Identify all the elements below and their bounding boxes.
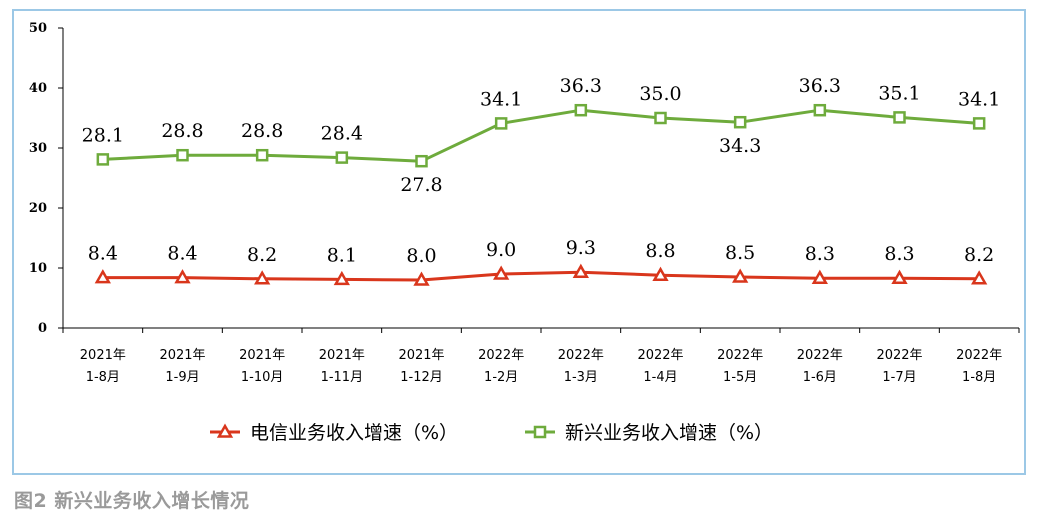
- x-tick-label-period: 1-4月: [643, 370, 677, 385]
- data-point: [335, 151, 349, 164]
- data-point: [972, 117, 986, 130]
- data-point: [733, 115, 747, 129]
- y-tick-label: 50: [29, 21, 47, 36]
- data-label: 8.3: [805, 243, 835, 265]
- series-line: [102, 270, 980, 282]
- data-label: 36.3: [799, 75, 841, 97]
- chart-legend: 电信业务收入增速（%） 新兴业务收入增速（%）: [210, 422, 773, 444]
- y-tick-label: 30: [29, 141, 47, 156]
- data-point: [94, 269, 111, 284]
- data-point: [413, 271, 430, 286]
- data-point: [654, 111, 667, 125]
- x-tick-label-year: 2022年: [797, 348, 843, 363]
- data-point: [415, 154, 428, 168]
- data-point: [572, 263, 589, 278]
- x-tick-label-year: 2022年: [956, 348, 1002, 363]
- data-label: 8.2: [247, 244, 277, 266]
- y-tick-label: 40: [29, 81, 47, 96]
- x-tick-label-period: 1-3月: [564, 370, 598, 385]
- figure-caption: 图2 新兴业务收入增长情况: [14, 490, 250, 512]
- data-point: [493, 265, 510, 280]
- data-point: [893, 111, 906, 124]
- x-tick-label-period: 1-8月: [962, 370, 996, 385]
- data-point: [494, 117, 508, 130]
- y-tick-label: 20: [29, 201, 47, 216]
- x-tick-label-year: 2022年: [558, 348, 604, 363]
- data-point: [811, 269, 828, 284]
- data-label: 28.1: [82, 124, 124, 146]
- data-point: [333, 270, 350, 286]
- data-point: [813, 103, 827, 117]
- data-label: 35.0: [639, 83, 681, 105]
- x-tick-label-period: 1-5月: [723, 370, 757, 385]
- data-label: 36.3: [560, 75, 602, 97]
- square-marker-icon: [533, 425, 547, 439]
- data-label: 35.1: [878, 82, 920, 104]
- x-tick-label-period: 1-2月: [484, 370, 518, 385]
- series-emerging: 28.1 28.8 28.8 28.4 27.8 34.1 36.3 35.0 34.3 36.3…: [82, 75, 1001, 196]
- triangle-marker-icon: [216, 423, 234, 438]
- data-point: [176, 148, 189, 162]
- data-label: 8.1: [327, 244, 357, 266]
- series-layer: 8.4 8.4 8.2 8.1 8.0 9.0 9.3 8.8 8.5 8.3 8.3 8.2 28.1…: [82, 75, 1001, 286]
- data-label: 28.8: [241, 120, 283, 142]
- x-tick-label-period: 1-6月: [803, 370, 837, 385]
- data-point: [96, 153, 110, 166]
- x-tick-label-year: 2021年: [159, 348, 205, 363]
- x-tick-label-period: 1-11月: [321, 370, 364, 385]
- legend-item-emerging: 新兴业务收入增速（%）: [525, 422, 773, 444]
- x-tick-label-year: 2021年: [80, 348, 126, 363]
- x-tick-label-year: 2021年: [398, 348, 444, 363]
- data-label: 8.8: [645, 240, 675, 262]
- data-label: 8.2: [964, 244, 994, 266]
- data-point: [971, 270, 988, 285]
- data-label: 8.4: [88, 243, 118, 265]
- data-label: 8.5: [725, 242, 755, 264]
- data-label: 28.8: [161, 120, 203, 142]
- series-line: [102, 108, 980, 163]
- x-tick-label-period: 1-10月: [241, 370, 284, 385]
- data-point: [652, 266, 669, 281]
- data-point: [255, 148, 269, 162]
- data-label: 34.1: [480, 88, 522, 110]
- x-tick-label-period: 1-8月: [86, 370, 120, 385]
- series-telecom: 8.4 8.4 8.2 8.1 8.0 9.0 9.3 8.8 8.5 8.3 8.3 8.2: [88, 237, 994, 286]
- x-tick-label-period: 1-9月: [165, 370, 199, 385]
- chart-frame: [12, 9, 1026, 475]
- x-tick-label-year: 2022年: [637, 348, 683, 363]
- y-tick-label: 10: [29, 261, 47, 276]
- data-label: 27.8: [400, 174, 442, 196]
- data-label: 9.3: [566, 237, 596, 259]
- data-label: 34.3: [719, 135, 761, 157]
- data-point: [732, 268, 749, 283]
- x-tick-label-year: 2021年: [319, 348, 365, 363]
- data-label: 8.4: [167, 243, 197, 265]
- x-tick-label-period: 1-12月: [400, 370, 443, 385]
- data-label: 8.0: [406, 245, 436, 267]
- data-label: 8.3: [884, 243, 914, 265]
- data-point: [574, 103, 588, 117]
- x-tick-label-year: 2022年: [717, 348, 763, 363]
- y-tick-label: 0: [38, 321, 47, 336]
- legend-label: 电信业务收入增速（%）: [250, 422, 458, 444]
- data-label: 34.1: [958, 88, 1000, 110]
- x-tick-label-period: 1-7月: [882, 370, 916, 385]
- data-point: [891, 269, 908, 284]
- data-point: [254, 270, 271, 285]
- data-point: [174, 269, 191, 284]
- line-chart: 0 10 20 30 40 50 2021年 1-8月 2021年 1-9月 2021年 1-10月 2…: [29, 21, 1020, 444]
- legend-label: 新兴业务收入增速（%）: [565, 422, 773, 444]
- data-label: 9.0: [486, 239, 516, 261]
- data-label: 28.4: [321, 123, 363, 145]
- x-tick-label-year: 2021年: [239, 348, 285, 363]
- chart-axes: 0 10 20 30 40 50 2021年 1-8月 2021年 1-9月 2021年 1-10月 2…: [29, 21, 1020, 385]
- legend-item-telecom: 电信业务收入增速（%）: [210, 422, 458, 444]
- x-tick-label-year: 2022年: [478, 348, 524, 363]
- x-tick-label-year: 2022年: [876, 348, 922, 363]
